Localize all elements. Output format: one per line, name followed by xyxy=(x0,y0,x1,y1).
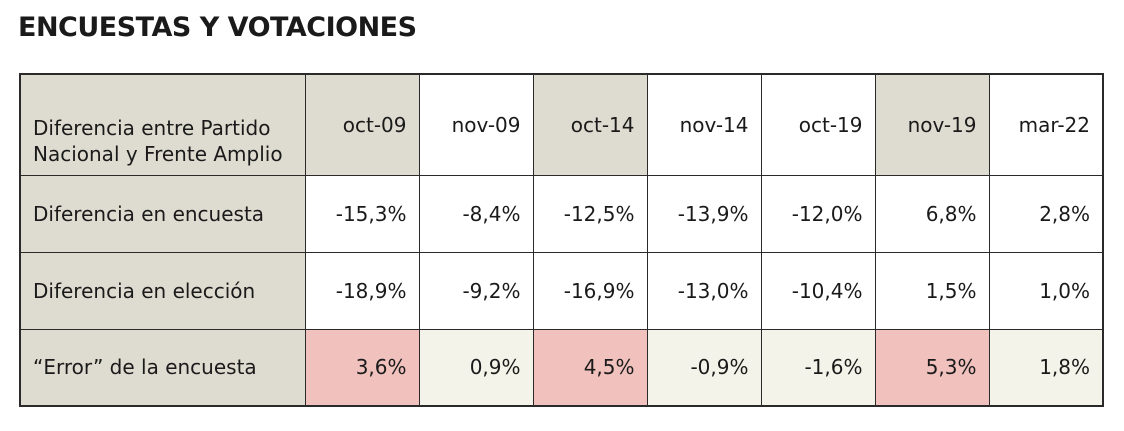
error-cell: 0,9% xyxy=(418,328,534,407)
polls-table: Diferencia entre Partido Nacional y Fren… xyxy=(19,73,1104,407)
table-cell: 1,0% xyxy=(988,251,1104,330)
table-cell: 6,8% xyxy=(874,174,990,253)
corner-label: Diferencia entre Partido Nacional y Fren… xyxy=(19,73,306,176)
row-label: “Error” de la encuesta xyxy=(19,328,306,407)
row-label: Diferencia en encuesta xyxy=(19,174,306,253)
table-cell: 2,8% xyxy=(988,174,1104,253)
page-title: ENCUESTAS Y VOTACIONES xyxy=(18,12,417,43)
error-cell: -0,9% xyxy=(646,328,762,407)
table-cell: -12,5% xyxy=(532,174,648,253)
period-header: nov-09 xyxy=(418,73,534,176)
table-cell: -16,9% xyxy=(532,251,648,330)
table-cell: -8,4% xyxy=(418,174,534,253)
table-cell: -9,2% xyxy=(418,251,534,330)
period-header: oct-14 xyxy=(532,73,648,176)
period-header: oct-09 xyxy=(304,73,420,176)
table-header-row: Diferencia entre Partido Nacional y Fren… xyxy=(19,73,1104,176)
period-header: oct-19 xyxy=(760,73,876,176)
table-cell: -18,9% xyxy=(304,251,420,330)
table-row: “Error” de la encuesta 3,6% 0,9% 4,5% -0… xyxy=(19,328,1104,407)
error-cell: 5,3% xyxy=(874,328,990,407)
table-cell: -10,4% xyxy=(760,251,876,330)
table-row: Diferencia en elección -18,9% -9,2% -16,… xyxy=(19,251,1104,330)
period-header: nov-19 xyxy=(874,73,990,176)
table-cell: -12,0% xyxy=(760,174,876,253)
table-cell: -13,0% xyxy=(646,251,762,330)
table-cell: 1,5% xyxy=(874,251,990,330)
table-cell: -15,3% xyxy=(304,174,420,253)
table-row: Diferencia en encuesta -15,3% -8,4% -12,… xyxy=(19,174,1104,253)
period-header: mar-22 xyxy=(988,73,1104,176)
error-cell: 4,5% xyxy=(532,328,648,407)
period-header: nov-14 xyxy=(646,73,762,176)
error-cell: -1,6% xyxy=(760,328,876,407)
error-cell: 3,6% xyxy=(304,328,420,407)
table-cell: -13,9% xyxy=(646,174,762,253)
row-label: Diferencia en elección xyxy=(19,251,306,330)
error-cell: 1,8% xyxy=(988,328,1104,407)
